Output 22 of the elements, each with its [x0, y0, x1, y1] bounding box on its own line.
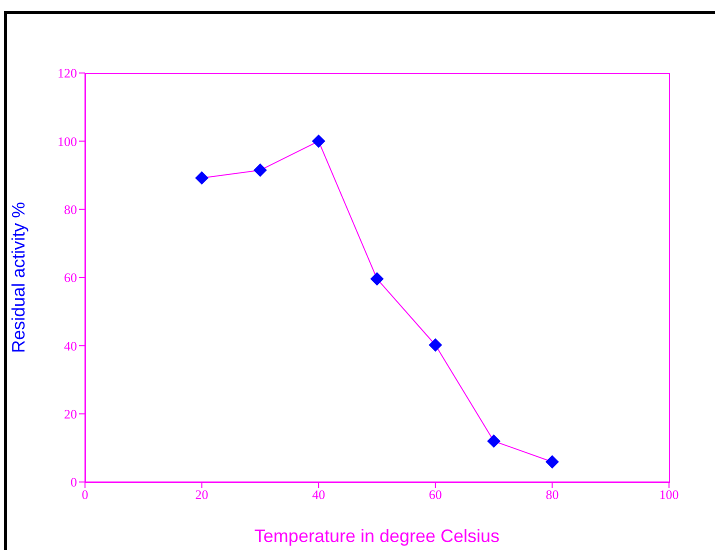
point [195, 171, 208, 184]
x-tick-label: 20 [195, 487, 208, 502]
point [370, 272, 384, 286]
x-tick-label: 100 [659, 487, 679, 502]
x-tick-label: 0 [82, 487, 88, 502]
point [312, 134, 326, 148]
y-tick-label: 120 [58, 66, 77, 81]
x-tick-label: 40 [312, 487, 326, 502]
y-tick-label: 0 [70, 474, 77, 490]
point [428, 338, 442, 352]
y-tick-label: 100 [58, 134, 77, 149]
y-tick-label: 80 [64, 202, 77, 217]
y-tick-label: 20 [64, 406, 77, 422]
y-tick-label: 40 [64, 338, 77, 354]
point [546, 455, 559, 468]
x-tick-label: 80 [546, 487, 559, 502]
x-axis-title: Temperature in degree Celsius [254, 526, 500, 546]
point [487, 434, 500, 448]
y-axis-title: Residual activity % [8, 202, 28, 354]
x-tick-label: 60 [428, 487, 442, 502]
y-tick-label: 60 [64, 270, 77, 286]
point [254, 164, 267, 177]
